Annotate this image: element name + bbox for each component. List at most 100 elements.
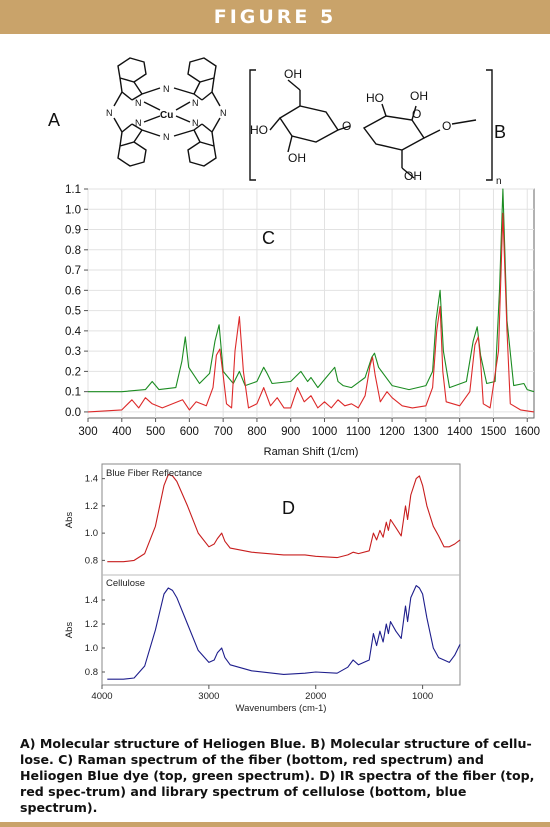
- bond: [175, 101, 191, 111]
- raman-x-tick-label: 1600: [514, 426, 540, 438]
- bond: [211, 77, 215, 93]
- raman-fiber-line: [87, 212, 535, 413]
- ir-y-tick-label: 1.0: [85, 528, 98, 539]
- ir-y-tick-label: 1.2: [85, 501, 98, 512]
- bond: [131, 93, 143, 101]
- raman-x-tick-label: 900: [281, 426, 300, 438]
- hydroxyl-label: HO: [250, 123, 268, 137]
- hydroxyl-label: HO: [366, 91, 384, 105]
- bond: [411, 105, 417, 121]
- raman-y-tick-label: 0.5: [65, 306, 81, 318]
- ir-y-tick-label: 1.4: [85, 474, 98, 485]
- nitrogen-label: N: [106, 108, 113, 118]
- bond: [211, 131, 215, 147]
- bond: [121, 91, 133, 101]
- ir-cellulose-line: [107, 585, 461, 680]
- raman-y-tick-label: 0.6: [65, 285, 81, 297]
- raman-y-tick-label: 1.0: [65, 204, 81, 216]
- bond: [175, 115, 191, 123]
- ir-chart: 0.8 1.0 1.2 1.4 0.8 1.0 1.2 1.4 4000 3000 2000 100…: [64, 463, 461, 714]
- oxygen-label: O: [442, 119, 451, 133]
- ir-bottom-y-axis-label: Abs: [64, 622, 75, 639]
- bond: [193, 81, 201, 95]
- bottom-rule: [0, 822, 550, 827]
- bond: [173, 129, 195, 137]
- ir-y-tick-label: 1.2: [85, 619, 98, 630]
- bond: [113, 91, 123, 107]
- ir-y-ticks: 0.8 1.0 1.2 1.4 0.8 1.0 1.2 1.4: [85, 474, 105, 678]
- raman-y-tick-label: 0.4: [65, 326, 82, 338]
- copper-label: Cu: [160, 110, 173, 121]
- raman-x-tick-label: 1200: [379, 426, 405, 438]
- figure-banner: FIGURE 5: [0, 0, 550, 34]
- repeat-index: n: [496, 176, 502, 187]
- bond: [423, 129, 441, 139]
- raman-y-ticks: 0.0 0.1 0.2 0.3 0.4 0.5 0.6 0.7 0.8 0.9 1.0 1.1: [65, 184, 88, 419]
- raman-y-tick-label: 0.1: [65, 387, 81, 399]
- raman-x-tick-label: 1500: [481, 426, 507, 438]
- bond: [121, 123, 133, 133]
- raman-x-tick-label: 400: [112, 426, 131, 438]
- raman-x-tick-label: 1100: [346, 426, 371, 438]
- ir-x-axis-label: Wavenumbers (cm-1): [236, 703, 327, 714]
- oxygen-label: O: [342, 119, 351, 133]
- bond: [113, 117, 123, 133]
- figure-title: FIGURE 5: [213, 6, 337, 28]
- ir-x-tick-label: 2000: [305, 691, 326, 702]
- bond: [287, 135, 293, 153]
- benzene-ring: [187, 57, 217, 83]
- raman-chart: 300 400 500 600 700 800 900 1000 1100 1200 1300 140…: [65, 184, 540, 458]
- bracket-left: [249, 69, 256, 181]
- ir-x-tick-label: 3000: [198, 691, 219, 702]
- benzene-ring: [117, 57, 147, 83]
- benzene-ring: [117, 141, 147, 167]
- bond: [141, 87, 161, 95]
- ir-x-ticks: 4000 3000 2000 1000: [91, 685, 433, 702]
- nitrogen-label: N: [135, 118, 142, 128]
- bracket-right: [486, 69, 493, 181]
- ir-x-tick-label: 4000: [91, 691, 112, 702]
- bond: [337, 125, 351, 131]
- figure-caption: A) Molecular structure of Heliogen Blue.…: [20, 736, 535, 815]
- ir-y-tick-label: 1.4: [85, 595, 98, 606]
- ir-bottom-title: Cellulose: [106, 578, 145, 589]
- nitrogen-label: N: [220, 108, 227, 118]
- bond: [173, 87, 195, 95]
- panel-label-a: A: [48, 110, 60, 130]
- hydroxyl-label: OH: [288, 151, 306, 165]
- raman-series: [87, 188, 535, 413]
- bond: [269, 117, 281, 131]
- raman-x-axis-label: Raman Shift (1/cm): [264, 446, 359, 458]
- raman-y-tick-label: 0.3: [65, 346, 81, 358]
- ir-top-title: Blue Fiber Reflectance: [106, 468, 202, 479]
- bond: [119, 131, 123, 147]
- raman-x-tick-label: 500: [146, 426, 165, 438]
- bond: [141, 129, 161, 137]
- raman-x-tick-label: 1300: [413, 426, 439, 438]
- ir-fiber-line: [107, 473, 461, 563]
- nitrogen-label: N: [163, 132, 170, 142]
- ir-cellulose-series: [107, 585, 461, 680]
- raman-plot-area: [87, 188, 535, 419]
- bond: [143, 101, 161, 111]
- raman-y-tick-label: 0.0: [65, 407, 81, 419]
- ir-y-tick-label: 1.0: [85, 643, 98, 654]
- nitrogen-label: N: [135, 98, 142, 108]
- bond: [193, 123, 203, 131]
- bond: [131, 123, 143, 131]
- bond: [211, 91, 221, 107]
- hydroxyl-label: OH: [410, 89, 428, 103]
- pyranose-ring: [362, 115, 426, 151]
- bond: [201, 123, 213, 133]
- raman-x-tick-label: 600: [180, 426, 199, 438]
- raman-x-tick-label: 700: [214, 426, 233, 438]
- bond: [193, 93, 203, 101]
- bond: [119, 77, 123, 93]
- bond: [193, 129, 201, 143]
- raman-grid: [87, 188, 534, 418]
- bond: [143, 115, 161, 123]
- pyranose-ring: [279, 105, 340, 143]
- ir-fiber-series: [107, 473, 461, 563]
- raman-x-ticks: 300 400 500 600 700 800 900 1000 1100 1200 1300 140…: [78, 418, 540, 438]
- panel-label-c: C: [262, 228, 275, 248]
